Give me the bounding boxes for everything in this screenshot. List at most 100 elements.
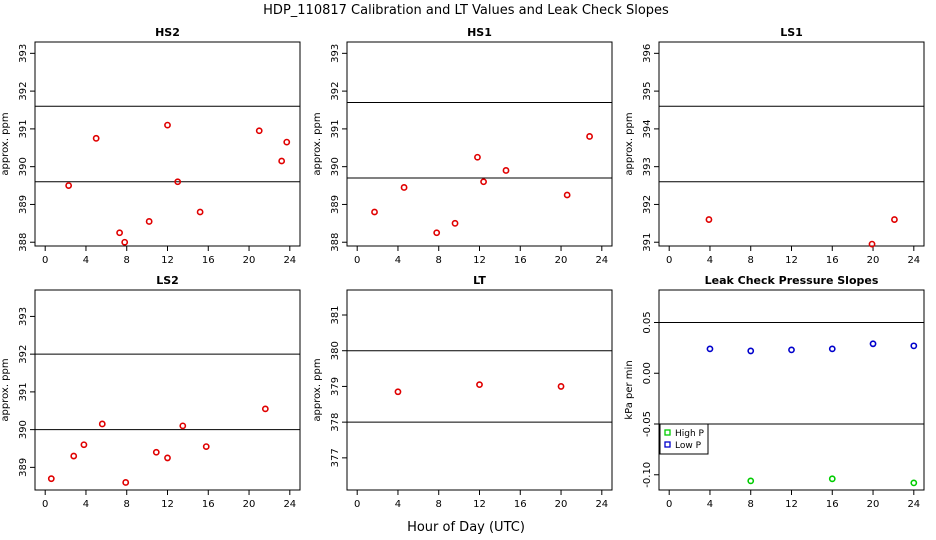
panel-title: LT — [473, 274, 486, 287]
x-tick-label: 16 — [826, 499, 839, 510]
figure-x-axis-label: Hour of Day (UTC) — [407, 520, 525, 535]
panel-leak: Leak Check Pressure Slopes kPa per min 0 4 8… — [624, 274, 925, 510]
y-tick-label: 391 — [642, 233, 653, 252]
x-tick-label: 16 — [202, 255, 215, 266]
data-point-high-p — [910, 479, 918, 487]
data-point — [891, 216, 898, 223]
y-tick-label: 392 — [18, 345, 29, 364]
panel-title: HS1 — [467, 26, 492, 39]
x-tick-label: 24 — [907, 499, 920, 510]
x-tick-label: 20 — [243, 255, 256, 266]
y-tick-label: 378 — [330, 413, 341, 432]
panel-lt: LT approx. ppm 0 4 8 12 16 20 24 377 378 379 380 381 — [312, 274, 613, 510]
x-tick-label: 24 — [595, 499, 608, 510]
y-tick-label: 377 — [330, 448, 341, 467]
y-tick-label: 391 — [330, 119, 341, 138]
data-point — [116, 229, 123, 237]
x-tick-label: 4 — [395, 499, 401, 510]
x-tick-label: 16 — [514, 255, 527, 266]
plot-frame — [346, 289, 613, 491]
y-tick-label: 379 — [330, 377, 341, 396]
plot-frame — [34, 41, 301, 247]
x-tick-label: 0 — [666, 499, 672, 510]
data-point — [563, 191, 571, 199]
data-point — [451, 219, 459, 227]
data-point — [152, 448, 160, 456]
y-axis-label: approx. ppm — [624, 112, 635, 175]
data-point-high-p — [828, 475, 836, 483]
x-tick-label: 24 — [283, 255, 296, 266]
data-point — [394, 388, 402, 396]
x-tick-label: 4 — [707, 255, 713, 266]
panel-hs2: HS2 approx. ppm 0 4 8 12 16 20 24 388 389 390 391 392… — [0, 26, 301, 266]
y-tick-label: 392 — [642, 195, 653, 214]
panel-title: HS2 — [155, 26, 180, 39]
data-point — [122, 479, 130, 486]
data-point — [80, 441, 88, 449]
y-tick-label: 389 — [330, 195, 341, 214]
x-tick-label: 16 — [826, 255, 839, 266]
plot-frame — [658, 289, 925, 491]
y-tick-label: 395 — [642, 82, 653, 101]
y-tick-label: 390 — [330, 157, 341, 176]
data-point — [868, 240, 876, 248]
x-tick-label: 8 — [124, 499, 130, 510]
data-point — [586, 133, 593, 140]
legend-marker — [664, 429, 671, 436]
y-tick-label: 388 — [330, 233, 341, 252]
x-tick-label: 12 — [785, 499, 798, 510]
panel-hs1: HS1 approx. ppm 0 4 8 12 16 20 24 388 389 390 391 392… — [312, 26, 613, 266]
y-tick-label: 390 — [18, 420, 29, 439]
x-tick-label: 0 — [354, 255, 360, 266]
x-tick-label: 20 — [867, 499, 880, 510]
y-axis-label: approx. ppm — [312, 112, 323, 175]
legend-marker — [664, 441, 671, 448]
legend-entry: High P — [675, 429, 705, 439]
y-tick-label: 392 — [330, 82, 341, 101]
y-tick-label: 390 — [18, 157, 29, 176]
data-point-low-p — [706, 345, 714, 353]
data-point — [255, 127, 263, 135]
y-tick-label: 393 — [18, 307, 29, 326]
data-point — [433, 229, 441, 237]
data-point — [70, 452, 78, 460]
data-point — [400, 184, 408, 191]
x-tick-label: 20 — [555, 499, 568, 510]
data-point — [174, 178, 182, 186]
x-tick-label: 4 — [707, 499, 713, 510]
y-tick-label: 392 — [18, 82, 29, 101]
y-tick-label: 393 — [18, 44, 29, 63]
data-point-high-p — [747, 477, 755, 485]
y-tick-label: 388 — [18, 233, 29, 252]
x-tick-label: 8 — [748, 499, 754, 510]
panel-ls2: LS2 approx. ppm 0 4 8 12 16 20 24 389 390 391 392 393 — [0, 274, 301, 510]
y-axis-label: kPa per min — [624, 360, 635, 419]
y-axis-label: approx. ppm — [312, 358, 323, 421]
data-point — [261, 405, 269, 413]
y-tick-label: 393 — [642, 157, 653, 176]
y-tick-label: 391 — [18, 119, 29, 138]
data-point — [164, 121, 171, 129]
data-point — [47, 475, 55, 483]
x-tick-label: 16 — [514, 499, 527, 510]
data-point — [283, 138, 291, 146]
data-point-low-p — [788, 346, 795, 354]
x-tick-label: 12 — [161, 255, 174, 266]
x-tick-label: 12 — [161, 499, 174, 510]
data-point — [278, 157, 286, 165]
y-tick-label: 381 — [330, 305, 341, 324]
data-point-low-p — [869, 340, 877, 348]
x-tick-label: 16 — [202, 499, 215, 510]
panel-title: LS2 — [156, 274, 179, 287]
data-point — [476, 381, 483, 389]
x-tick-label: 8 — [436, 255, 442, 266]
panels-group: HS2 approx. ppm 0 4 8 12 16 20 24 388 389 390 391 392… — [0, 26, 925, 510]
y-tick-label: -0.10 — [642, 462, 653, 488]
y-tick-label: 394 — [642, 119, 653, 138]
x-tick-label: 8 — [436, 499, 442, 510]
x-tick-label: 0 — [354, 499, 360, 510]
data-point-low-p — [910, 342, 918, 350]
y-tick-label: 0.00 — [642, 362, 653, 384]
x-tick-label: 8 — [124, 255, 130, 266]
data-point — [98, 420, 106, 428]
